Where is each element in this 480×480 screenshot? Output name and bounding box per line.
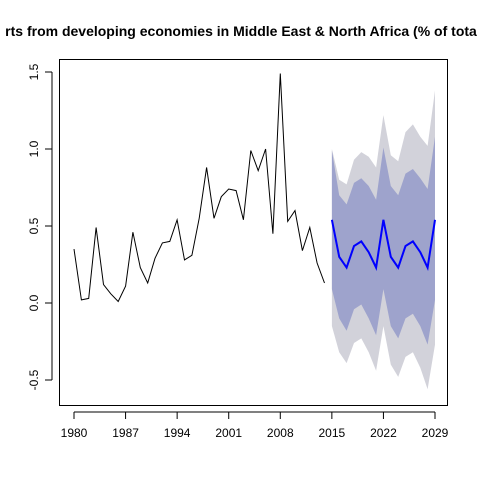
x-tick-label: 1987 <box>112 426 139 440</box>
forecast-series-line <box>330 219 436 271</box>
historical-series-line <box>73 73 325 303</box>
x-tick-label: 1994 <box>164 426 191 440</box>
x-tick-label: 2001 <box>215 426 242 440</box>
x-tick-label: 2029 <box>422 426 449 440</box>
x-tick-label: 2015 <box>319 426 346 440</box>
plot-frame <box>59 59 448 406</box>
x-tick-label: 2008 <box>267 426 294 440</box>
x-tick-label: 2022 <box>370 426 397 440</box>
series-lines <box>73 73 436 303</box>
chart-title: rts from developing economies in Middle … <box>5 23 477 39</box>
band-80 <box>331 136 435 345</box>
y-axis: -0.5 0.0 0.5 1.0 1.5 <box>27 63 53 390</box>
y-tick-label: 1.5 <box>27 63 41 80</box>
y-tick-label: 0.5 <box>27 217 41 234</box>
x-tick-label: 1980 <box>61 426 88 440</box>
y-tick-label: -0.5 <box>27 369 41 390</box>
y-tick-label: 0.0 <box>27 294 41 311</box>
y-tick-label: 1.0 <box>27 140 41 157</box>
x-axis: 1980 1987 1994 2001 2008 2015 2022 2029 <box>61 411 449 440</box>
confidence-bands <box>331 90 435 390</box>
